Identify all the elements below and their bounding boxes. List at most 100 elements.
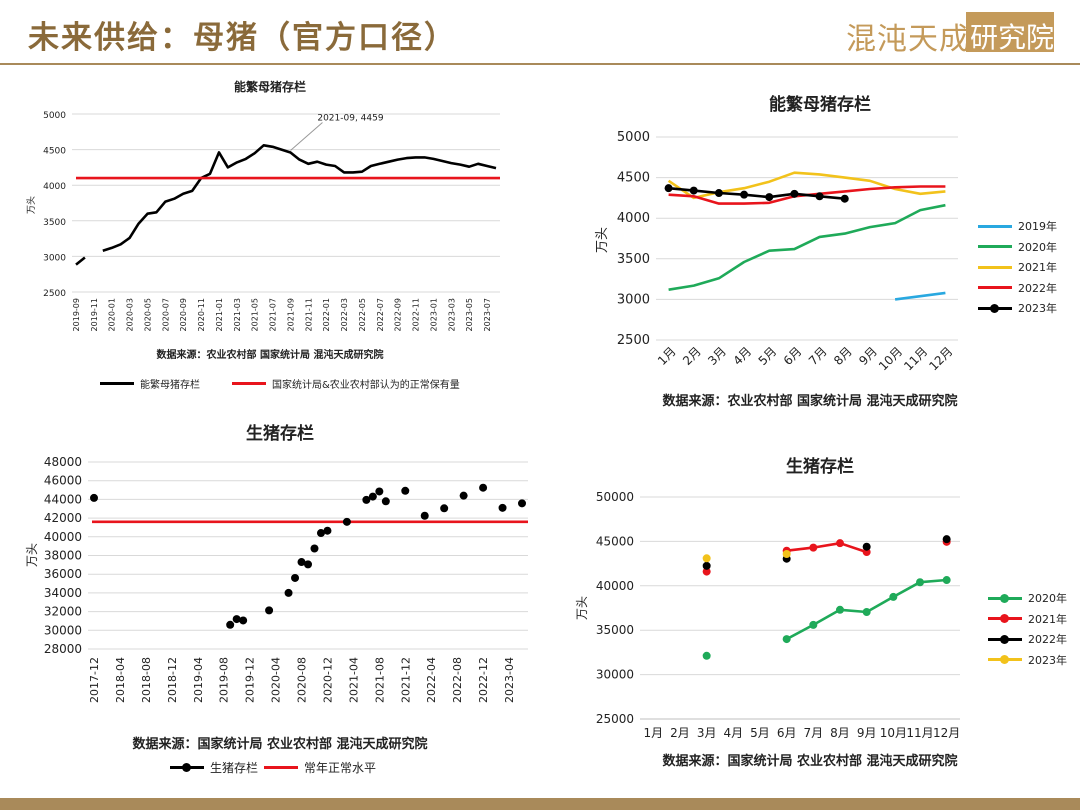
legend-label: 2021年 xyxy=(1028,612,1067,626)
x-tick-label: 2021-04 xyxy=(347,657,360,703)
data-point xyxy=(310,544,319,553)
legend-marker xyxy=(1000,614,1009,623)
legend-label: 生猪存栏 xyxy=(210,761,259,775)
legend-swatch xyxy=(988,614,1022,623)
chart-sow-inventory-by-year: 能繁母猪存栏 2500 3000 3500 4000 4500 5000 万头 1月 2月 3月 4… xyxy=(560,80,1080,410)
data-point xyxy=(862,607,871,616)
data-point xyxy=(740,190,749,199)
y-tick-label: 42000 xyxy=(44,511,82,525)
series-line-2020年 xyxy=(668,203,946,291)
chart-plot: 28000 30000 32000 34000 36000 38000 40000 42000… xyxy=(25,455,528,703)
y-tick-label: 4500 xyxy=(617,171,650,186)
x-tick-label: 12月 xyxy=(933,726,960,740)
legend-swatch xyxy=(978,265,1012,269)
legend-swatch xyxy=(100,382,134,385)
data-point xyxy=(862,542,871,551)
chart-title: 生猪存栏 xyxy=(246,424,314,444)
data-point xyxy=(297,558,306,567)
y-tick-label: 3000 xyxy=(617,292,650,307)
y-tick-label: 2500 xyxy=(43,289,66,299)
legend-item: 2020年 xyxy=(978,239,1057,255)
data-point xyxy=(232,615,241,624)
legend-label: 能繁母猪存栏 xyxy=(140,380,200,391)
legend-item: 2023年 xyxy=(978,300,1057,316)
x-tick-label: 1月 xyxy=(655,344,679,368)
legend-swatch xyxy=(978,245,1012,248)
logo-box xyxy=(966,12,1054,52)
x-tick-label: 2022-04 xyxy=(425,657,438,703)
x-tick-label: 2020-09 xyxy=(179,298,188,331)
x-tick-label: 2018-04 xyxy=(114,657,127,703)
x-tick-label: 2019-04 xyxy=(192,657,205,703)
x-tick-label: 2月 xyxy=(680,344,704,368)
x-tick-label: 4月 xyxy=(730,344,754,368)
footer-bar xyxy=(0,798,1080,810)
data-point xyxy=(702,554,711,563)
y-tick-label: 40000 xyxy=(596,579,634,593)
data-point xyxy=(689,186,698,195)
legend-item: 2021年 xyxy=(978,259,1057,275)
x-tick-label: 12月 xyxy=(926,344,955,373)
data-point xyxy=(381,497,390,506)
data-point xyxy=(362,495,371,504)
x-tick-label: 7月 xyxy=(804,726,824,740)
data-point xyxy=(714,189,723,198)
y-tick-label: 38000 xyxy=(44,549,82,563)
chart-plot: 25000 30000 35000 40000 45000 50000 万头 1月 2月 3月 4月… xyxy=(575,490,960,740)
x-tick-label: 2018-08 xyxy=(140,657,153,703)
chart-source: 数据来源：国家统计局 农业农村部 混沌天成研究院 xyxy=(662,754,958,769)
page-title: 未来供给：母猪（官方口径） xyxy=(28,20,457,56)
data-point xyxy=(815,192,824,201)
legend-item: 2020年 xyxy=(988,590,1067,606)
chart-plot: 2500 3000 3500 4000 4500 5000 万头 2019-09 2019-11… xyxy=(26,111,500,331)
legend-marker xyxy=(1000,634,1009,644)
x-tick-label: 5月 xyxy=(756,344,780,368)
x-tick-label: 7月 xyxy=(806,344,830,368)
x-tick-label: 2022-12 xyxy=(477,657,490,703)
legend-swatch xyxy=(988,634,1022,644)
chart-title: 能繁母猪存栏 xyxy=(769,95,871,115)
y-tick-label: 48000 xyxy=(44,455,82,469)
legend-swatch xyxy=(170,763,204,772)
y-tick-label: 46000 xyxy=(44,474,82,488)
x-tick-label: 2020-01 xyxy=(108,298,117,331)
logo-box-text: 研究院 xyxy=(970,21,1055,54)
data-point xyxy=(836,605,844,614)
x-tick-label: 2021-12 xyxy=(399,657,412,703)
x-tick-label: 2020-05 xyxy=(143,298,152,331)
data-point xyxy=(765,193,774,202)
chart-sow-inventory-history: 能繁母猪存栏 2500 3000 3500 4000 4500 5000 万头 2019-09… xyxy=(0,70,540,400)
header-divider xyxy=(0,63,1080,65)
data-point xyxy=(942,535,951,544)
x-tick-label: 2021-09 xyxy=(286,298,295,331)
legend-label: 2020年 xyxy=(1028,592,1067,605)
y-axis-label: 万头 xyxy=(25,543,39,567)
y-axis-label: 万头 xyxy=(595,227,610,253)
series-line-sow-inventory xyxy=(75,144,497,266)
legend-item: 2021年 xyxy=(988,611,1067,627)
x-tick-label: 10月 xyxy=(880,726,907,740)
x-tick-label: 2019-11 xyxy=(90,298,99,331)
x-tick-label: 4月 xyxy=(724,726,744,740)
data-point xyxy=(304,560,312,569)
y-axis-label: 万头 xyxy=(575,596,589,620)
chart-source: 数据来源：农业农村部 国家统计局 混沌天成研究院 xyxy=(156,350,384,361)
chart-title: 生猪存栏 xyxy=(786,457,854,477)
x-tick-label: 2022-09 xyxy=(394,298,403,331)
chart-plot: 2500 3000 3500 4000 4500 5000 万头 1月 2月 3月 4月 5月 6月 7月… xyxy=(595,130,958,373)
chart-source: 数据来源：国家统计局 农业农村部 混沌天成研究院 xyxy=(132,737,428,752)
x-tick-label: 2022-11 xyxy=(412,298,421,331)
legend-item: 2022年 xyxy=(988,631,1067,647)
legend-item: 国家统计局&农业农村部认为的正常保有量 xyxy=(232,376,460,391)
data-point xyxy=(809,620,818,629)
legend-swatch xyxy=(232,382,266,385)
y-tick-label: 4000 xyxy=(617,211,650,226)
logo: 混沌天成 研究院 xyxy=(846,12,1056,57)
x-tick-label: 1月 xyxy=(644,726,664,740)
data-point xyxy=(284,588,293,597)
data-point xyxy=(420,511,429,520)
data-point xyxy=(323,526,332,535)
legend-marker xyxy=(990,303,999,313)
data-point xyxy=(702,561,711,570)
x-tick-label: 2021-08 xyxy=(373,657,386,703)
